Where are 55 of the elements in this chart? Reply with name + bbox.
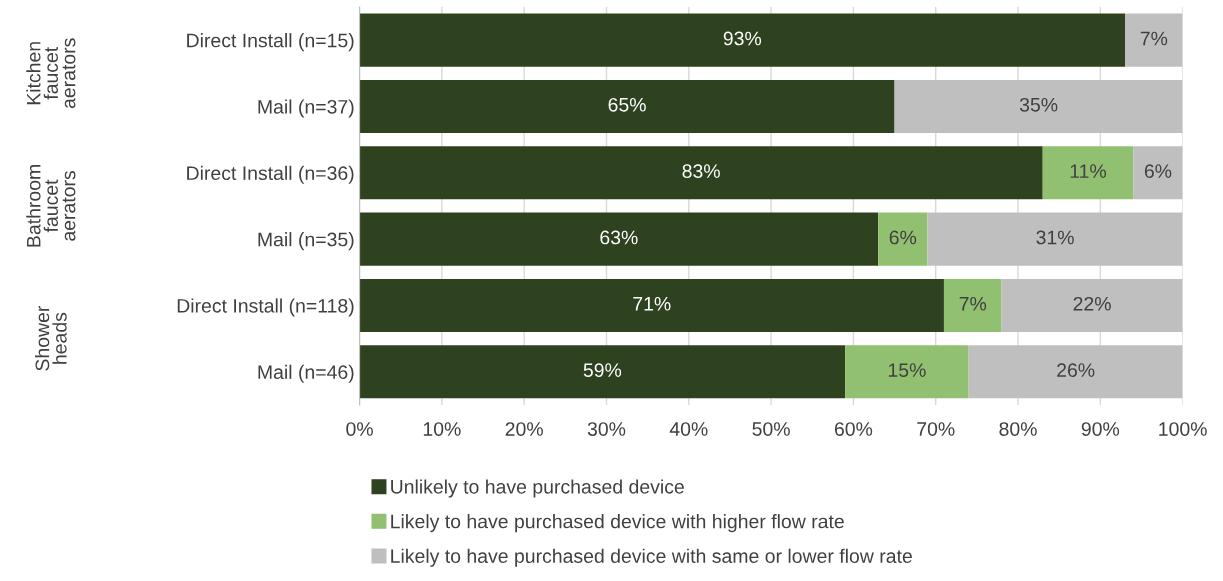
x-tick-label: 90%: [1081, 422, 1120, 436]
data-label: 35%: [1019, 97, 1058, 112]
data-label: 7%: [959, 297, 987, 311]
x-tick-label: 60%: [834, 422, 873, 436]
legend-label: Unlikely to have purchased device: [391, 479, 684, 498]
bar: [845, 345, 969, 399]
x-tick-label: 50%: [752, 422, 790, 436]
data-label: 83%: [682, 164, 720, 179]
x-tick-label: 30%: [587, 422, 626, 436]
bar: [894, 79, 1183, 133]
x-tick-label: 0%: [346, 422, 373, 436]
legend-label: Likely to have purchased device with higher flow rate: [391, 514, 844, 533]
data-label: 71%: [633, 297, 671, 311]
y-tick-label: Mail (n=37): [258, 99, 354, 118]
text: Shower heads: [35, 305, 67, 371]
data-label: 6%: [889, 230, 917, 245]
data-label: 15%: [888, 363, 926, 378]
bar: [359, 79, 895, 133]
bar: [1042, 146, 1134, 200]
data-label: 63%: [600, 230, 638, 245]
bar: [878, 212, 928, 266]
x-tick-label: 80%: [999, 422, 1037, 436]
bar: [943, 278, 1002, 332]
bar: [359, 13, 1126, 67]
bar: [359, 146, 1043, 200]
x-tick-label: 20%: [505, 422, 543, 436]
x-tick-label: 40%: [669, 422, 708, 436]
y-tick-label: Mail (n=35): [258, 232, 354, 251]
x-tick-label: 100%: [1159, 422, 1207, 436]
y-tick-label: Direct Install (n=118): [177, 298, 354, 317]
y-tick-label: Direct Install (n=36): [187, 165, 354, 184]
data-label: 22%: [1073, 296, 1111, 311]
x-tick-label: 70%: [917, 422, 955, 436]
bar: [1001, 278, 1183, 332]
x-tick-label: 10%: [423, 422, 461, 436]
data-label: 93%: [723, 31, 762, 46]
data-label: 6%: [1144, 164, 1172, 179]
data-label: 7%: [1140, 31, 1168, 46]
bar: [359, 345, 846, 399]
bar: [927, 212, 1183, 266]
bar: [968, 345, 1183, 399]
data-label: 65%: [608, 97, 646, 112]
data-label: 26%: [1057, 363, 1095, 378]
legend-label: Likely to have purchased device with same or lower flow rate: [391, 548, 912, 567]
bar: [1133, 146, 1183, 200]
bar: [1125, 13, 1183, 67]
text: Kitchen faucet aerators: [26, 38, 76, 109]
y-tick-label: Direct Install (n=15): [187, 33, 354, 52]
data-label: 11%: [1070, 164, 1107, 178]
bar: [359, 278, 944, 332]
text: Bathroom faucet aerators: [26, 165, 76, 247]
data-label: 59%: [583, 363, 622, 378]
bar: [359, 212, 879, 266]
y-tick-label: Mail (n=46): [258, 364, 354, 383]
data-label: 31%: [1036, 230, 1074, 245]
